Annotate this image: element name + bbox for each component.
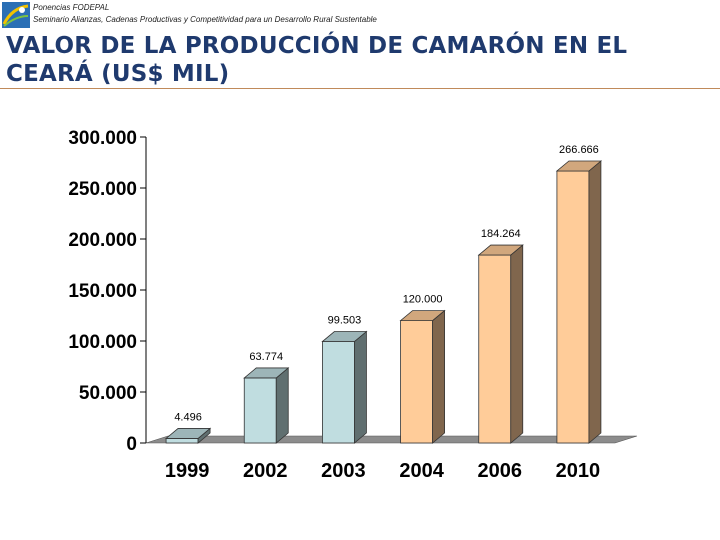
header-line-1: Ponencias FODEPAL [33,3,110,12]
x-tick-label-2006: 2006 [478,460,523,482]
bar-2004 [400,320,433,444]
bar-side-2002 [275,367,289,444]
y-tick-label: 0 [126,434,137,455]
bar-top-2003 [321,331,368,342]
x-tick-label-2010: 2010 [556,460,601,482]
bar-2010 [556,170,590,444]
bar-top-2006 [477,244,524,256]
y-tick-label: 200.000 [68,230,137,251]
bar-2006 [478,254,512,444]
x-tick-label-2002: 2002 [243,460,288,482]
y-tick-label: 100.000 [68,332,137,353]
x-tick-label-2004: 2004 [399,460,444,482]
bar-top-2002 [243,367,290,379]
title-divider [0,88,720,89]
bar-top-2010 [555,160,603,172]
y-tick-label: 300.000 [68,128,137,149]
data-label-2003: 99.503 [328,315,362,327]
x-tick-label-2003: 2003 [321,460,366,482]
x-tick-label-1999: 1999 [165,460,210,482]
bar-1999 [165,438,199,444]
bar-top-1999 [164,428,212,439]
bar-side-2003 [354,330,367,444]
y-tick-label: 150.000 [68,281,137,302]
bar-side-2010 [588,160,602,444]
fodepal-logo [2,2,30,28]
data-label-2010: 266.666 [559,144,599,156]
bar-top-2004 [399,310,446,322]
y-tick-label: 250.000 [68,179,137,200]
bar-2003 [322,341,355,444]
bar-side-2006 [510,244,524,444]
header-line-2: Seminario Alianzas, Cadenas Productivas … [33,15,377,24]
data-label-2006: 184.264 [481,228,521,240]
data-label-1999: 4.496 [174,411,202,423]
data-label-2004: 120.000 [403,294,443,306]
bar-2002 [243,377,277,444]
page-title: VALOR DE LA PRODUCCIÓN DE CAMARÓN EN EL … [6,33,628,87]
data-label-2002: 63.774 [249,351,283,363]
bar-side-2004 [432,309,445,444]
y-tick-label: 50.000 [79,383,137,404]
